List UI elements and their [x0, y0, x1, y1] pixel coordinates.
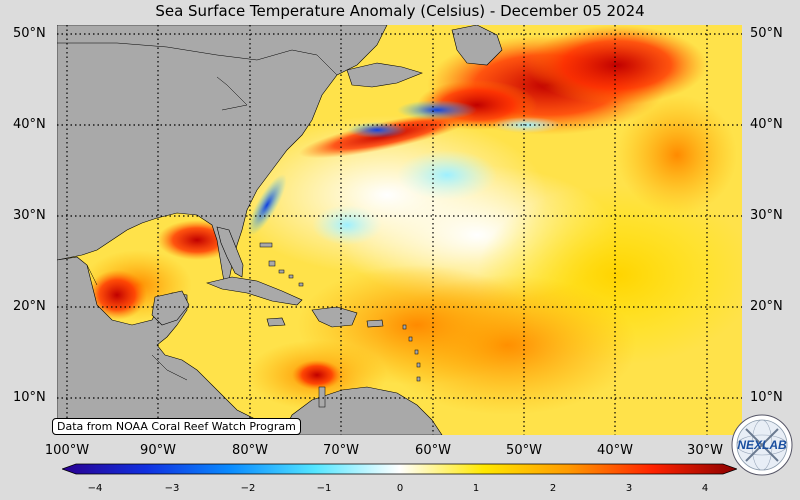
lon-label-90w: 90°W [140, 443, 176, 458]
lon-label-50w: 50°W [506, 443, 542, 458]
lat-label-right-10: 10°N [750, 390, 783, 405]
land-cuba [206, 276, 303, 306]
lesser-antilles [402, 324, 421, 382]
colorbar-gradient [62, 463, 737, 475]
lon-label-70w: 70°W [323, 443, 359, 458]
sst-anomaly-map [57, 25, 742, 435]
political-borders [57, 42, 338, 381]
colorbar-tick: −1 [316, 483, 332, 494]
lat-label-right-50: 50°N [750, 26, 783, 41]
lat-label-left-50: 50°N [13, 26, 46, 41]
lat-label-left-20: 20°N [13, 299, 46, 314]
colorbar-tick: 0 [396, 483, 404, 494]
lat-label-right-40: 40°N [750, 117, 783, 132]
data-source-note: Data from NOAA Coral Reef Watch Program [52, 418, 301, 435]
lat-label-right-20: 20°N [750, 299, 783, 314]
lon-label-30w: 30°W [687, 443, 723, 458]
lon-label-80w: 80°W [232, 443, 268, 458]
colorbar-tick: 1 [472, 483, 480, 494]
lon-label-60w: 60°W [415, 443, 451, 458]
land-florida [216, 226, 244, 278]
lat-label-right-30: 30°N [750, 208, 783, 223]
nexlab-globe-logo: NEXLAB [731, 414, 793, 476]
colorbar-tick: 2 [549, 483, 557, 494]
lat-label-left-40: 40°N [13, 117, 46, 132]
colorbar-tick: 4 [701, 483, 709, 494]
logo-text: NEXLAB [737, 438, 787, 452]
land-north-america [57, 25, 388, 288]
colorbar-tick: −4 [87, 483, 103, 494]
land-newfoundland [451, 25, 503, 66]
map-svg [57, 25, 742, 435]
lon-label-100w: 100°W [44, 443, 90, 458]
colorbar-tick: −3 [164, 483, 180, 494]
colorbar [62, 463, 737, 475]
graticule [57, 25, 742, 435]
colorbar-tick: −2 [240, 483, 256, 494]
lat-label-left-10: 10°N [13, 390, 46, 405]
lon-label-40w: 40°W [597, 443, 633, 458]
bahamas-islands [259, 242, 304, 287]
lat-label-left-30: 30°N [13, 208, 46, 223]
map-title: Sea Surface Temperature Anomaly (Celsius… [155, 2, 645, 20]
colorbar-tick: 3 [625, 483, 633, 494]
land-nova-scotia [346, 62, 423, 88]
